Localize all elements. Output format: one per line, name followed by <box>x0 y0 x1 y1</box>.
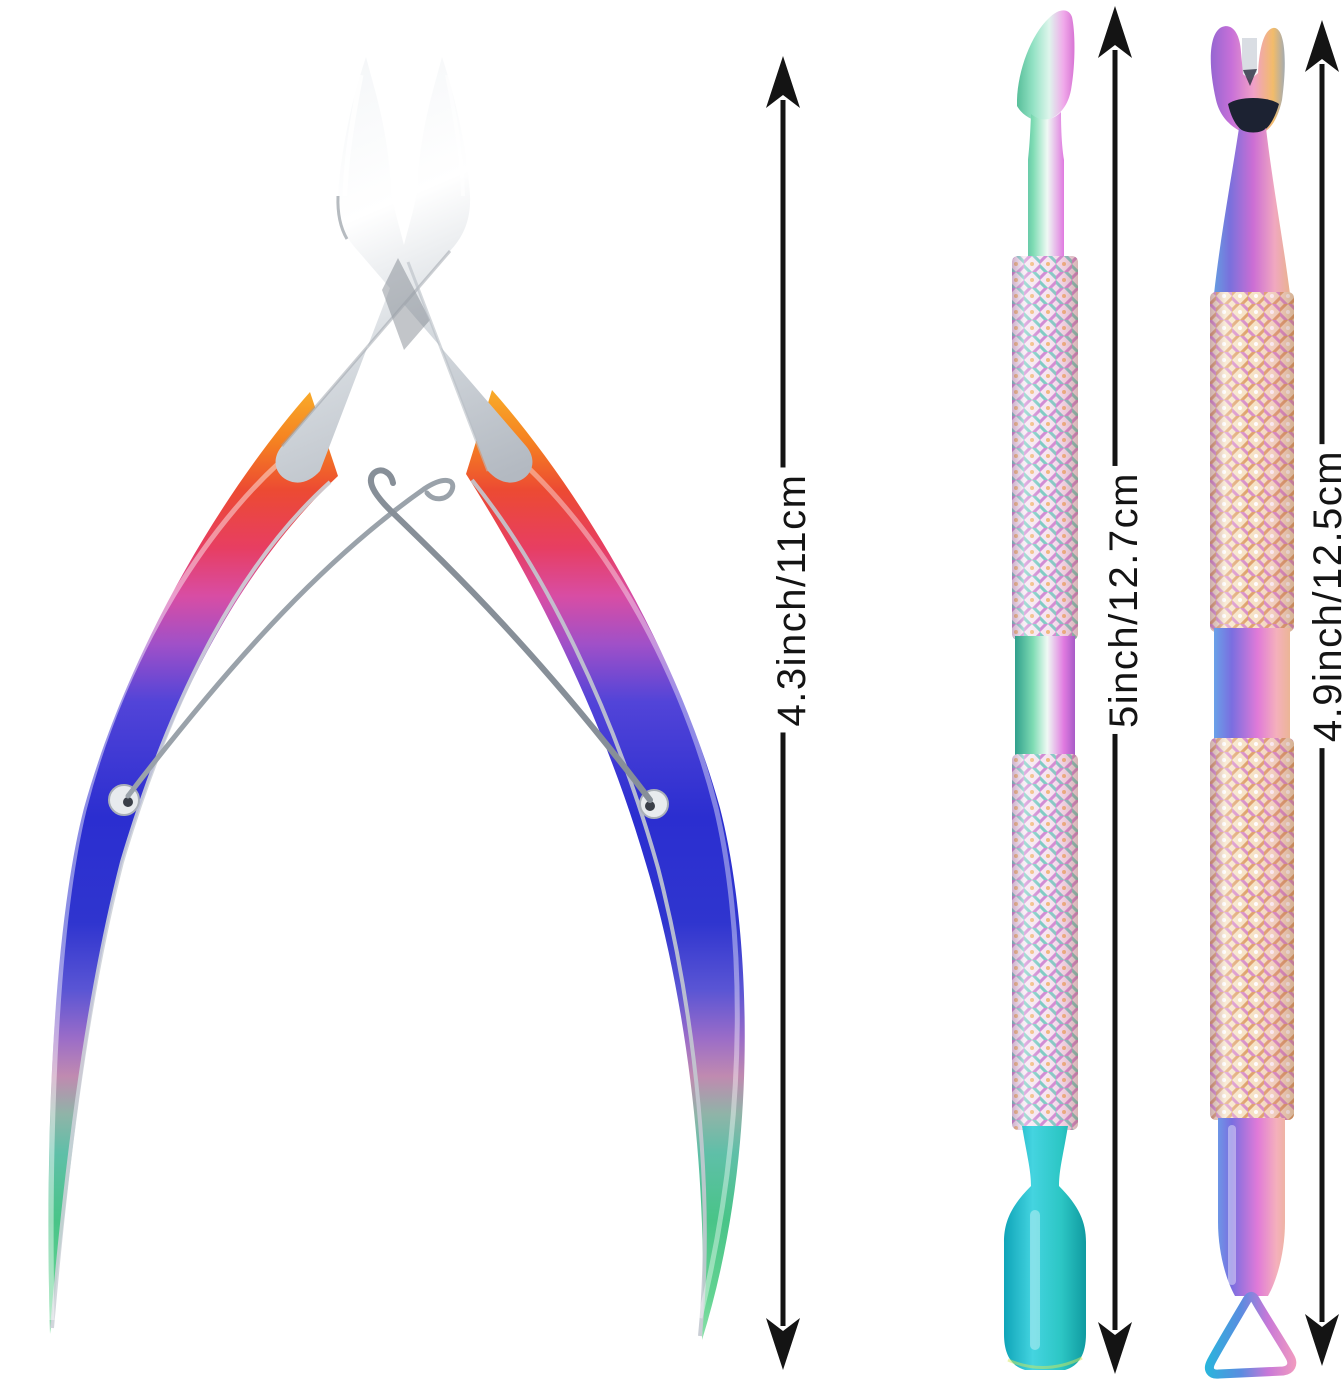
arrow-line-top <box>1112 50 1118 475</box>
dimension-label-nipper: 4.3inch/11cm <box>770 467 814 733</box>
pusher-upper-shaft <box>1028 112 1064 260</box>
arrow-line-bottom <box>780 732 786 1326</box>
nipper-left-leaf <box>50 480 332 1329</box>
pusher-spade-end <box>1004 1126 1086 1370</box>
pusher-scraper-tip <box>1017 10 1075 121</box>
fork-lower-cylinder <box>1218 1118 1285 1296</box>
nipper-left-highlight <box>48 443 302 1321</box>
nipper-jaws <box>275 57 533 483</box>
fork-mouth-shadow <box>1228 98 1279 135</box>
nipper-right-highlight <box>498 441 740 1319</box>
nipper-jaw-right <box>275 57 471 483</box>
pusher-spade-highlight <box>1030 1210 1040 1350</box>
nipper-edge-shadow <box>280 250 452 447</box>
nipper-blade-highlight-left <box>342 74 364 197</box>
nipper-right-leaf <box>470 478 707 1337</box>
cuticle-pusher <box>1004 10 1086 1370</box>
arrowhead-down <box>1098 1322 1132 1374</box>
nipper-right-handle <box>466 390 745 1340</box>
arrow-line-bottom <box>1319 740 1325 1322</box>
pusher-spade-glint <box>1007 1356 1083 1370</box>
nipper-blade-highlight-right <box>445 74 465 197</box>
cuticle-fork-trimmer <box>1204 26 1297 1379</box>
dimension-label-pusher: 5inch/12.7cm <box>1102 466 1146 734</box>
arrow-line-bottom <box>1112 725 1118 1330</box>
nipper-spring <box>125 467 653 803</box>
fork-knurl-bottom-shade <box>1210 738 1294 1120</box>
arrowhead-down <box>766 1318 800 1370</box>
nipper-left-handle <box>48 392 339 1334</box>
arrowhead-up <box>1098 6 1132 58</box>
pusher-knurl-top-shade <box>1012 256 1078 640</box>
fork-middle-band <box>1214 628 1290 742</box>
dimension-arrow-fork <box>1305 20 1339 1366</box>
arrowhead-up <box>1305 20 1339 72</box>
cuticle-nipper <box>48 57 745 1340</box>
dimension-label-fork: 4.9inch/12.5cm <box>1306 443 1343 749</box>
dimension-arrow-nipper <box>766 56 800 1370</box>
fork-notch-shadow <box>1243 69 1257 86</box>
fork-cylinder-highlight <box>1228 1125 1236 1285</box>
nipper-jaw-left <box>337 57 533 483</box>
arrow-line-top <box>780 100 786 468</box>
fork-upper-shaft <box>1214 128 1290 294</box>
arrowhead-up <box>766 56 800 108</box>
pusher-middle-band <box>1015 636 1075 758</box>
nipper-blade-edge <box>336 195 349 240</box>
arrowhead-down <box>1305 1314 1339 1366</box>
arrow-line-top <box>1319 64 1325 452</box>
fork-triangle-loop <box>1204 1291 1297 1379</box>
dimension-arrow-pusher <box>1098 6 1132 1374</box>
fork-knurl-top-shade <box>1210 292 1294 632</box>
pusher-knurl-bottom-shade <box>1012 754 1078 1130</box>
nipper-edge-shadow2 <box>406 261 490 472</box>
